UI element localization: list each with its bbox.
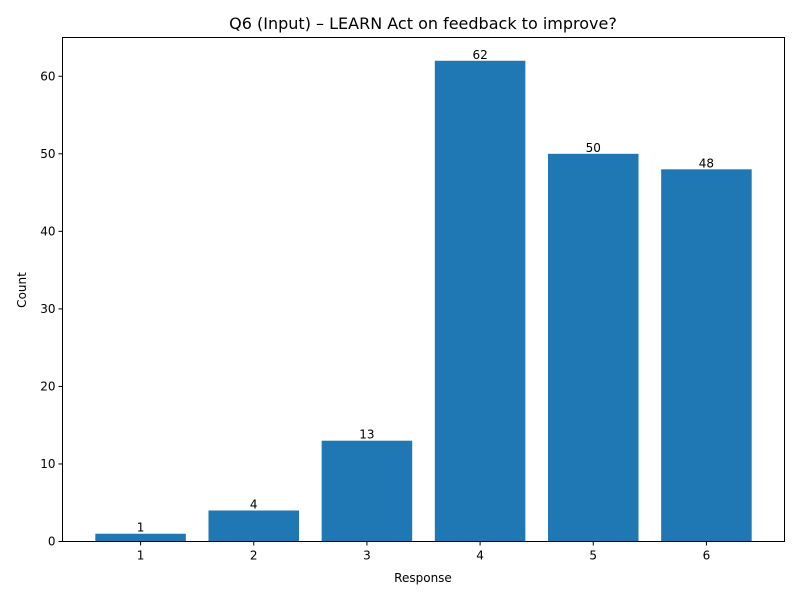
y-axis-label: Count: [15, 272, 29, 308]
x-tick-label-3: 3: [363, 549, 371, 563]
data-label-5: 50: [586, 141, 601, 155]
y-tick-label-10: 10: [40, 457, 55, 471]
x-tick-label-6: 6: [703, 549, 711, 563]
y-tick-label-20: 20: [40, 379, 55, 393]
x-axis: 1 2 3 4 5 6: [137, 541, 711, 563]
y-tick-label-30: 30: [40, 302, 55, 316]
data-label-1: 1: [137, 521, 145, 535]
chart-title: Q6 (Input) – LEARN Act on feedback to im…: [229, 14, 617, 33]
x-tick-label-5: 5: [589, 549, 597, 563]
data-label-4: 62: [472, 48, 487, 62]
bars-group: [95, 60, 752, 542]
bar-4: [434, 60, 526, 542]
x-tick-label-2: 2: [250, 549, 258, 563]
y-axis: 0 10 20 30 40 50 60: [40, 69, 63, 549]
bar-2: [208, 510, 300, 542]
y-tick-label-40: 40: [40, 224, 55, 238]
data-labels-group: 1 4 13 62 50 48: [137, 48, 714, 535]
bar-6: [661, 169, 752, 542]
x-axis-label: Response: [394, 571, 452, 585]
y-tick-label-0: 0: [48, 535, 56, 549]
bar-3: [321, 440, 413, 542]
plot-frame: [62, 37, 785, 542]
data-label-3: 13: [359, 428, 374, 442]
y-tick-label-50: 50: [40, 147, 55, 161]
x-tick-label-4: 4: [476, 549, 484, 563]
data-label-2: 4: [250, 497, 258, 511]
x-tick-label-1: 1: [137, 549, 145, 563]
y-tick-label-60: 60: [40, 69, 55, 83]
bar-5: [547, 153, 639, 542]
data-label-6: 48: [699, 156, 714, 170]
bar-1: [95, 533, 186, 542]
